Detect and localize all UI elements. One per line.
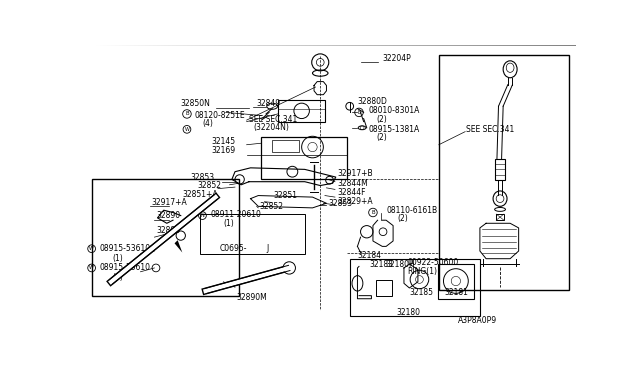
Text: 00922-50600: 00922-50600 bbox=[407, 258, 458, 267]
Text: RING(1): RING(1) bbox=[407, 267, 437, 276]
Text: 08911-20610: 08911-20610 bbox=[210, 209, 261, 218]
Text: (32204N): (32204N) bbox=[253, 123, 289, 132]
Text: 32852: 32852 bbox=[260, 202, 284, 211]
Text: 32180H: 32180H bbox=[385, 260, 415, 269]
Text: 32880D: 32880D bbox=[358, 97, 387, 106]
Text: SEE SEC.341: SEE SEC.341 bbox=[249, 115, 297, 124]
Text: 08120-8251E: 08120-8251E bbox=[195, 111, 245, 120]
Text: W: W bbox=[89, 246, 94, 251]
Text: 08110-6161B: 08110-6161B bbox=[386, 206, 437, 215]
Text: (2): (2) bbox=[376, 115, 387, 124]
Text: 32896: 32896 bbox=[156, 227, 180, 235]
Text: (4): (4) bbox=[202, 119, 213, 128]
Polygon shape bbox=[175, 240, 182, 253]
Text: 08915-53610: 08915-53610 bbox=[99, 244, 150, 253]
Text: 08915-1381A: 08915-1381A bbox=[368, 125, 420, 134]
Text: B: B bbox=[185, 112, 189, 116]
Text: 32851+A: 32851+A bbox=[182, 189, 218, 199]
Text: 32850N: 32850N bbox=[180, 99, 211, 108]
Text: 32917+A: 32917+A bbox=[151, 198, 187, 207]
Text: B: B bbox=[357, 110, 361, 115]
Text: (1): (1) bbox=[113, 273, 124, 282]
Text: 32184: 32184 bbox=[358, 251, 381, 260]
Bar bbox=[261, 137, 347, 179]
Text: 32849: 32849 bbox=[257, 99, 281, 108]
Text: (2): (2) bbox=[376, 133, 387, 142]
Bar bbox=[92, 179, 239, 296]
Text: 32851: 32851 bbox=[274, 191, 298, 200]
Bar bbox=[495, 158, 506, 180]
Bar bbox=[349, 259, 480, 317]
Text: 32890M: 32890M bbox=[237, 293, 268, 302]
Text: 32204P: 32204P bbox=[382, 54, 411, 63]
Text: 32145: 32145 bbox=[212, 137, 236, 146]
Text: 32844M: 32844M bbox=[337, 179, 368, 188]
Bar bbox=[376, 280, 392, 296]
Bar bbox=[278, 100, 325, 122]
Text: 08915-13610: 08915-13610 bbox=[99, 263, 150, 272]
Bar bbox=[200, 214, 305, 254]
Circle shape bbox=[283, 262, 296, 274]
Bar bbox=[272, 140, 300, 152]
Text: 32917+B: 32917+B bbox=[337, 170, 373, 179]
Text: 32890: 32890 bbox=[156, 211, 180, 220]
Text: 32829+A: 32829+A bbox=[337, 197, 373, 206]
Text: 32169: 32169 bbox=[212, 147, 236, 155]
Text: B: B bbox=[371, 210, 375, 215]
Text: 32181: 32181 bbox=[444, 288, 468, 297]
Text: W: W bbox=[184, 127, 189, 132]
Text: W: W bbox=[89, 266, 94, 270]
Bar bbox=[439, 55, 569, 290]
Text: N: N bbox=[200, 213, 204, 218]
Text: 32852: 32852 bbox=[198, 181, 222, 190]
Text: 32183: 32183 bbox=[370, 260, 394, 269]
Text: 32844F: 32844F bbox=[337, 188, 366, 197]
Text: 32853: 32853 bbox=[190, 173, 214, 182]
Text: (1): (1) bbox=[113, 254, 124, 263]
Text: J: J bbox=[267, 244, 269, 253]
Text: SEE SEC.341: SEE SEC.341 bbox=[466, 125, 514, 134]
Text: 32853: 32853 bbox=[328, 199, 352, 208]
Text: C0695-: C0695- bbox=[220, 244, 247, 253]
Text: 08010-8301A: 08010-8301A bbox=[368, 106, 420, 115]
Bar bbox=[438, 264, 474, 299]
Text: 32180: 32180 bbox=[396, 308, 420, 317]
Text: 32185: 32185 bbox=[410, 288, 433, 297]
Bar bbox=[496, 214, 504, 220]
Text: (2): (2) bbox=[397, 214, 408, 223]
Text: (1): (1) bbox=[223, 219, 234, 228]
Text: A3P8A0P9: A3P8A0P9 bbox=[458, 316, 497, 325]
